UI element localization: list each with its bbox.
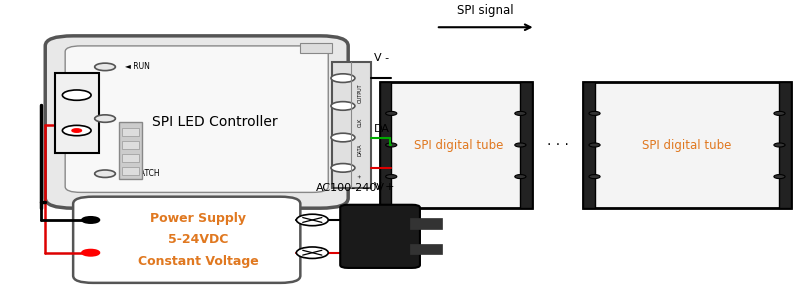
Text: SPI digital tube: SPI digital tube (642, 139, 732, 151)
Circle shape (72, 129, 82, 132)
Text: AC100-240V: AC100-240V (316, 183, 386, 193)
Circle shape (62, 125, 91, 136)
Bar (380, 82, 391, 208)
Text: SPI digital tube: SPI digital tube (414, 139, 503, 151)
Circle shape (774, 175, 785, 179)
Circle shape (296, 214, 328, 226)
Circle shape (331, 133, 355, 142)
Bar (122, 141, 139, 149)
Circle shape (386, 111, 397, 115)
Circle shape (94, 170, 115, 177)
Circle shape (94, 115, 115, 122)
Circle shape (589, 111, 600, 115)
Circle shape (774, 143, 785, 147)
Text: V -: V - (374, 53, 389, 63)
Circle shape (386, 175, 397, 179)
Bar (300, 43, 332, 53)
Text: +: + (358, 173, 362, 177)
Bar (380, 82, 531, 208)
Circle shape (94, 63, 115, 70)
Circle shape (82, 217, 99, 223)
Circle shape (515, 111, 526, 115)
Text: 5-24VDC: 5-24VDC (168, 233, 228, 246)
Circle shape (296, 247, 328, 258)
FancyBboxPatch shape (65, 46, 328, 192)
FancyBboxPatch shape (73, 197, 300, 283)
Bar (583, 82, 594, 208)
Text: ◄ RUN: ◄ RUN (125, 62, 150, 71)
Bar (410, 244, 442, 254)
Circle shape (331, 74, 355, 82)
Bar (122, 154, 139, 162)
Bar (410, 218, 442, 229)
Circle shape (331, 164, 355, 172)
Text: CLK: CLK (358, 118, 362, 127)
Bar (122, 128, 139, 136)
Text: ◄ MATCH: ◄ MATCH (125, 169, 159, 178)
Bar (779, 82, 790, 208)
Bar (520, 82, 531, 208)
Bar (119, 122, 142, 180)
Text: V +: V + (374, 182, 394, 191)
Circle shape (515, 175, 526, 179)
Circle shape (331, 102, 355, 110)
Text: Power Supply: Power Supply (150, 212, 246, 225)
Bar (122, 167, 139, 175)
Text: · · ·: · · · (546, 138, 568, 152)
Text: DA: DA (374, 124, 390, 134)
Text: Constant Voltage: Constant Voltage (138, 255, 258, 268)
Circle shape (589, 143, 600, 147)
Text: SPI signal: SPI signal (458, 3, 514, 17)
FancyBboxPatch shape (340, 205, 420, 268)
Circle shape (515, 143, 526, 147)
Circle shape (386, 143, 397, 147)
Circle shape (82, 250, 99, 256)
Circle shape (62, 90, 91, 100)
Text: SPI LED Controller: SPI LED Controller (152, 115, 278, 129)
Circle shape (774, 111, 785, 115)
Text: DATA: DATA (358, 144, 362, 157)
Circle shape (589, 175, 600, 179)
Bar (55, 72, 98, 153)
Bar (583, 82, 790, 208)
Text: OUTPUT: OUTPUT (358, 84, 362, 103)
Bar (332, 62, 370, 188)
FancyBboxPatch shape (46, 36, 348, 208)
